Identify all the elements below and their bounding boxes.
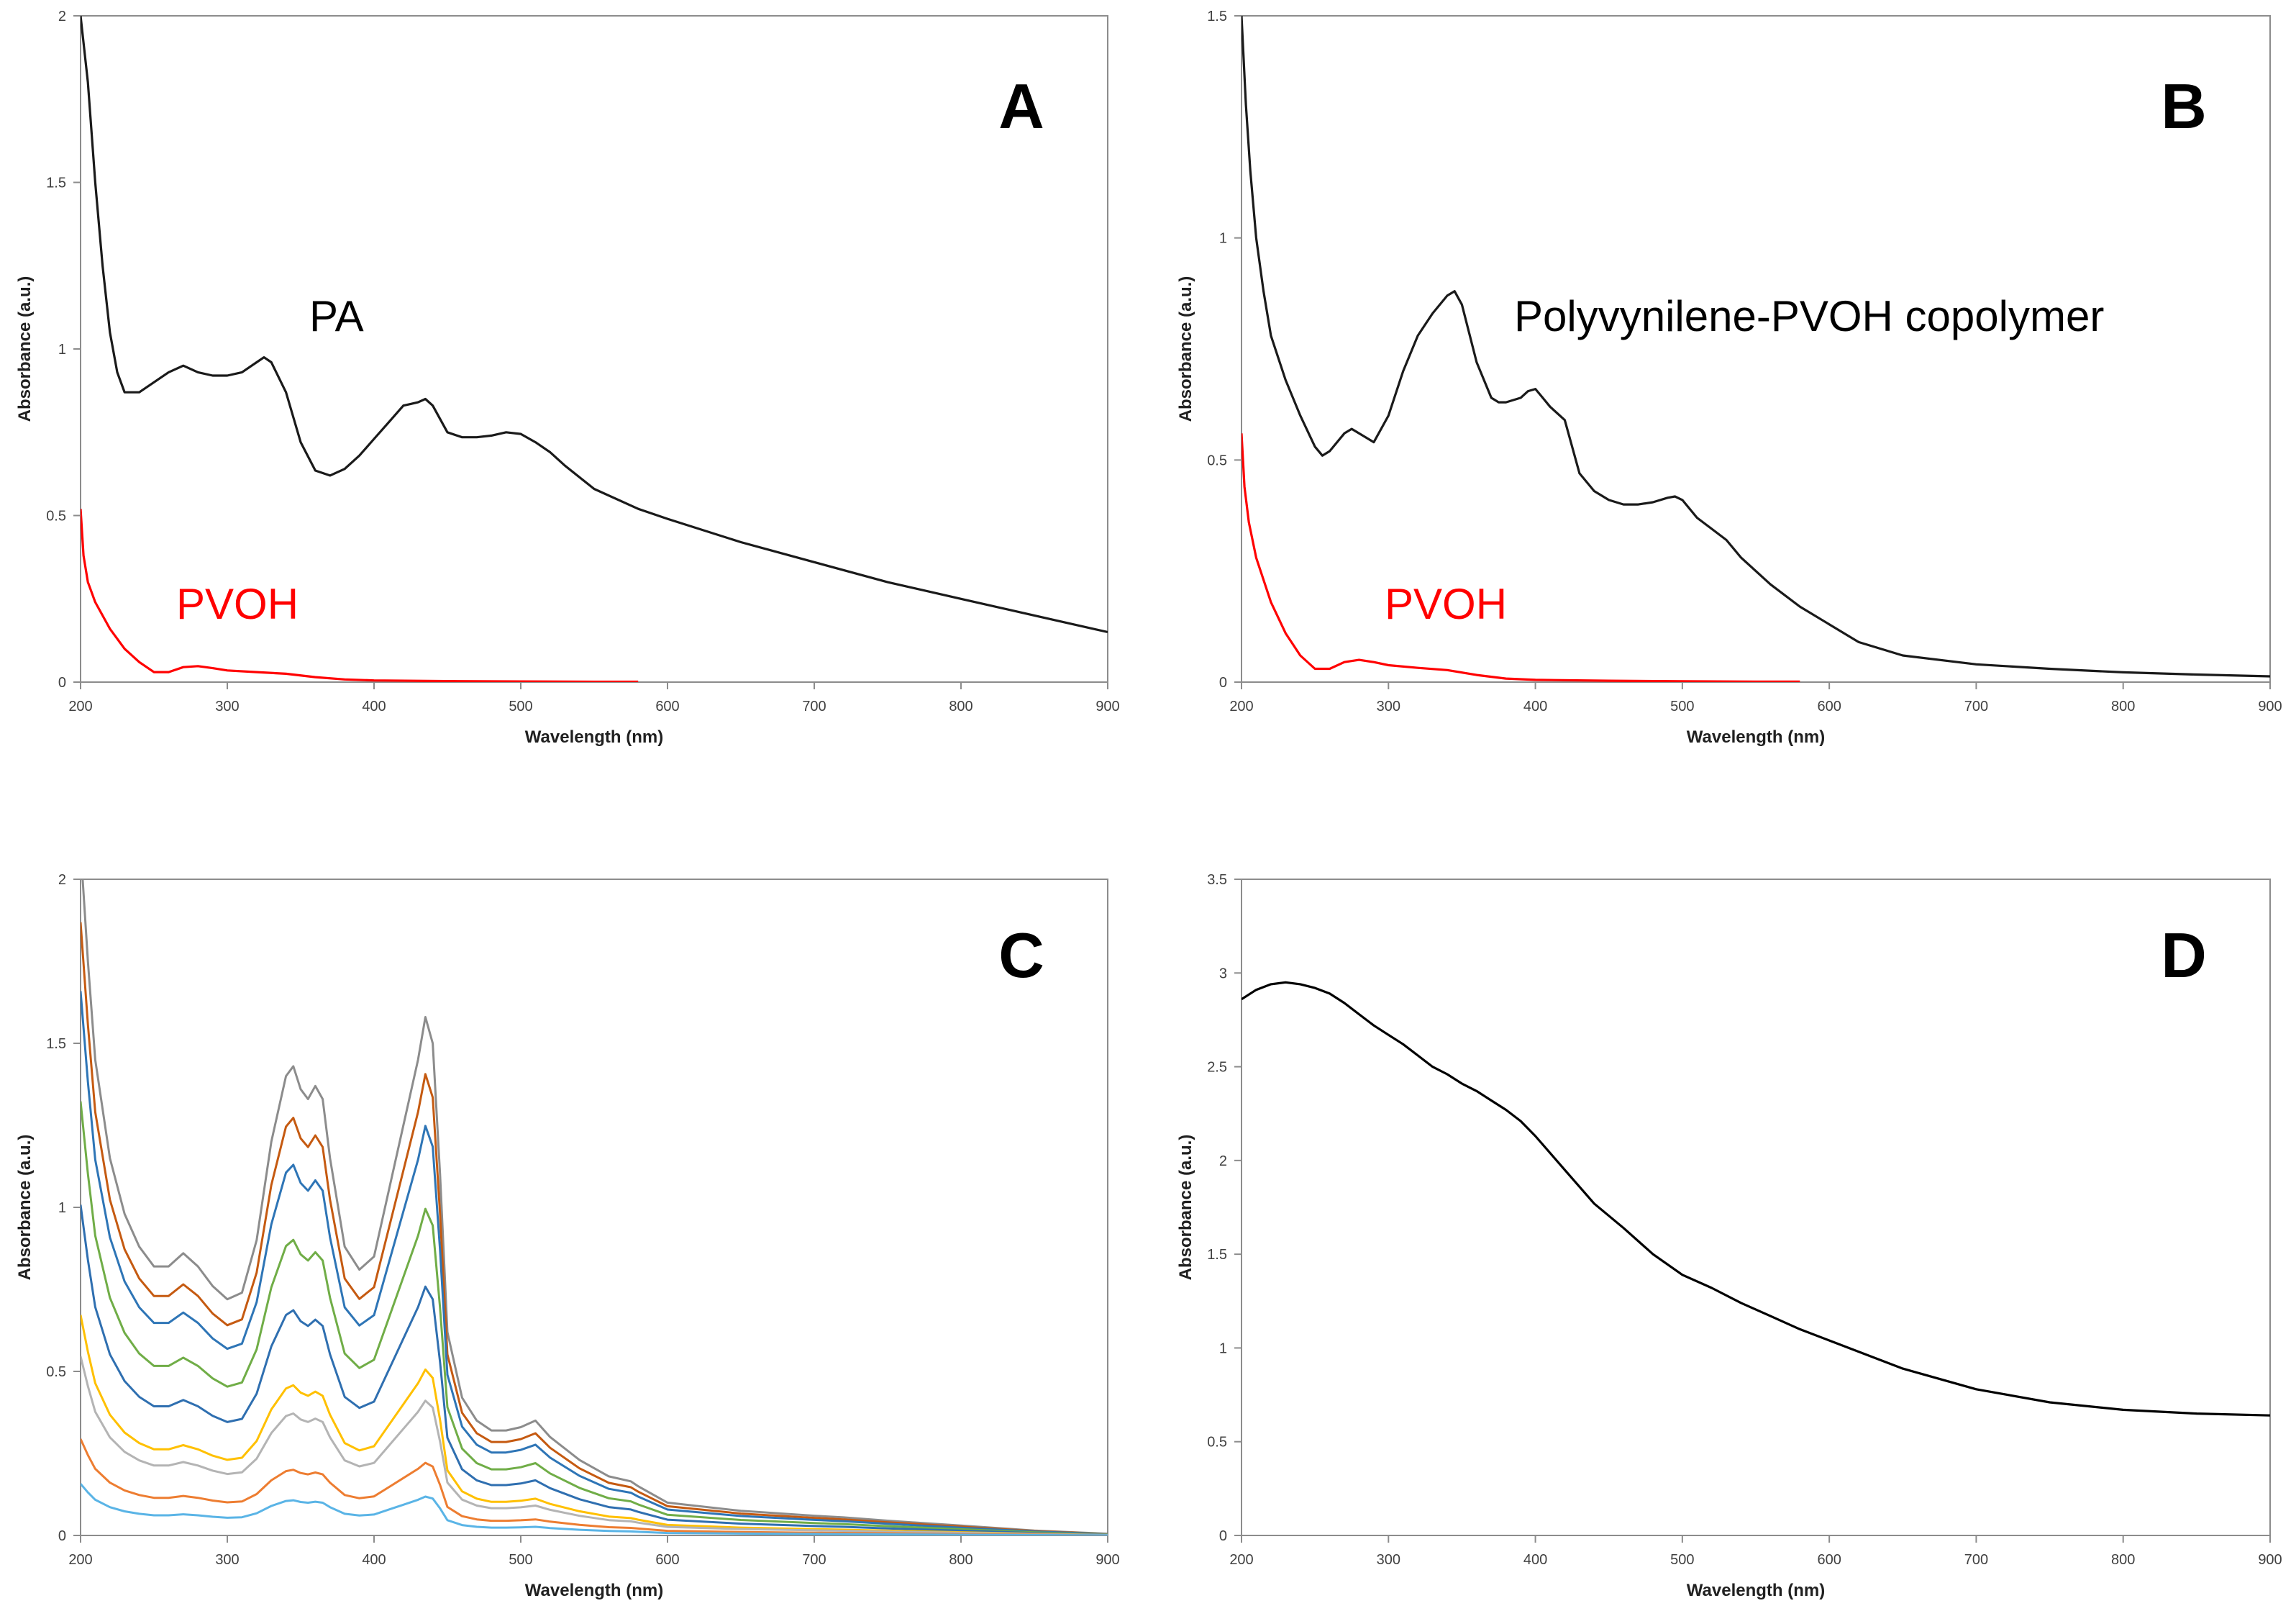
- x-tick-label: 600: [655, 699, 679, 714]
- y-tick-label: 0.5: [1207, 1435, 1227, 1451]
- y-tick-label: 2: [58, 9, 66, 24]
- x-axis-title: Wavelength (nm): [1687, 727, 1825, 747]
- x-tick-label: 300: [1377, 1552, 1400, 1568]
- y-tick-label: 1.5: [46, 176, 66, 191]
- x-tick-label: 800: [949, 699, 972, 714]
- x-tick-label: 400: [362, 1552, 386, 1568]
- series-annotation: PVOH: [1385, 580, 1507, 628]
- y-tick-label: 1: [58, 342, 66, 358]
- x-tick-label: 600: [1817, 699, 1841, 714]
- x-axis-title: Wavelength (nm): [525, 1581, 663, 1600]
- panel-b: 200 300 400 500 600 700 800 900 0 0.5 1 1.5 Waveleng…: [1176, 9, 2282, 747]
- y-tick-label: 0: [58, 1528, 66, 1544]
- panel-letter: B: [2161, 71, 2207, 142]
- series-line-s1: [81, 879, 1108, 1535]
- series-annotation: PA: [309, 292, 364, 340]
- x-tick-label: 300: [215, 699, 239, 714]
- x-tick-label: 700: [1964, 1552, 1988, 1568]
- x-tick-label: 900: [1095, 699, 1119, 714]
- series-line-d: [1242, 981, 2270, 1417]
- x-tick-label: 700: [802, 1552, 826, 1568]
- y-tick-label: 3.5: [1207, 872, 1227, 888]
- panel-letter: A: [998, 71, 1044, 142]
- y-tick-label: 1.5: [1207, 1247, 1227, 1263]
- x-tick-label: 200: [68, 1552, 92, 1568]
- y-tick-label: 1: [58, 1200, 66, 1216]
- y-tick-label: 1: [1219, 1340, 1227, 1356]
- x-tick-label: 500: [509, 699, 532, 714]
- x-axis-title: Wavelength (nm): [1687, 1581, 1825, 1600]
- y-tick-label: 1: [1219, 231, 1227, 247]
- x-tick-label: 200: [1229, 699, 1253, 714]
- series-line-s4: [81, 1101, 1108, 1535]
- y-tick-label: 3: [1219, 966, 1227, 981]
- x-tick-label: 200: [1229, 1552, 1253, 1568]
- x-tick-label: 900: [1095, 1552, 1119, 1568]
- y-tick-label: 2: [1219, 1153, 1227, 1169]
- x-tick-label: 800: [2111, 699, 2135, 714]
- series-line-pa: [81, 16, 1108, 634]
- series-line-s2: [81, 922, 1108, 1535]
- x-tick-label: 800: [949, 1552, 972, 1568]
- series-line-polyvynilene-pvoh-copolymer: [1242, 16, 2270, 678]
- series-line-s6: [81, 1315, 1108, 1535]
- series-line-pvoh: [1242, 433, 1800, 682]
- panel-c: 200 300 400 500 600 700 800 900 0 0.5 1 1.5 2 Wavelen…: [15, 872, 1120, 1600]
- y-tick-label: 0: [58, 675, 66, 691]
- y-tick-label: 0.5: [46, 1364, 66, 1380]
- series-line-pvoh: [81, 509, 639, 682]
- x-tick-label: 700: [1964, 699, 1988, 714]
- series-line-s3: [81, 991, 1108, 1535]
- x-tick-label: 900: [2258, 699, 2282, 714]
- x-tick-label: 600: [655, 1552, 679, 1568]
- x-tick-label: 300: [215, 1552, 239, 1568]
- plot-frame: [80, 879, 1108, 1536]
- series-line-s7: [81, 1356, 1108, 1535]
- y-tick-label: 1.5: [46, 1036, 66, 1052]
- series-line-s8: [81, 1438, 1108, 1535]
- y-tick-label: 0.5: [1207, 453, 1227, 468]
- y-tick-label: 1.5: [1207, 9, 1227, 24]
- series-annotation: PVOH: [176, 580, 299, 628]
- y-axis-title: Absorbance (a.u.): [15, 1135, 35, 1281]
- y-tick-label: 2: [58, 872, 66, 888]
- x-tick-label: 900: [2258, 1552, 2282, 1568]
- series-annotation: Polyvynilene-PVOH copolymer: [1514, 292, 2104, 340]
- y-axis-title: Absorbance (a.u.): [15, 276, 35, 422]
- panel-d: 200 300 400 500 600 700 800 900 0 0.5 1 1.5 2 2.5 3 3.5…: [1176, 872, 2282, 1600]
- x-tick-label: 300: [1377, 699, 1400, 714]
- panel-a: 200 300 400 500 600 700 800 900 0 0.5 1 1.5 2 Wavelen…: [15, 9, 1120, 747]
- y-tick-label: 0: [1219, 675, 1227, 691]
- y-tick-label: 0: [1219, 1528, 1227, 1544]
- plot-frame: [1241, 879, 2271, 1536]
- x-tick-label: 400: [1523, 1552, 1547, 1568]
- x-tick-label: 500: [509, 1552, 532, 1568]
- y-axis-title: Absorbance (a.u.): [1176, 276, 1195, 422]
- y-axis-title: Absorbance (a.u.): [1176, 1135, 1195, 1281]
- panel-letter: C: [998, 920, 1044, 991]
- panel-letter: D: [2161, 920, 2207, 991]
- y-tick-label: 2.5: [1207, 1060, 1227, 1076]
- series-line-s5: [81, 1204, 1108, 1535]
- x-tick-label: 500: [1670, 1552, 1694, 1568]
- x-tick-label: 500: [1670, 699, 1694, 714]
- series-line-s9: [81, 1483, 1108, 1535]
- x-tick-label: 800: [2111, 1552, 2135, 1568]
- x-tick-label: 400: [1523, 699, 1547, 714]
- x-axis-title: Wavelength (nm): [525, 727, 663, 747]
- y-tick-label: 0.5: [46, 509, 66, 525]
- x-tick-label: 600: [1817, 1552, 1841, 1568]
- x-tick-label: 700: [802, 699, 826, 714]
- x-tick-label: 400: [362, 699, 386, 714]
- x-tick-label: 200: [68, 699, 92, 714]
